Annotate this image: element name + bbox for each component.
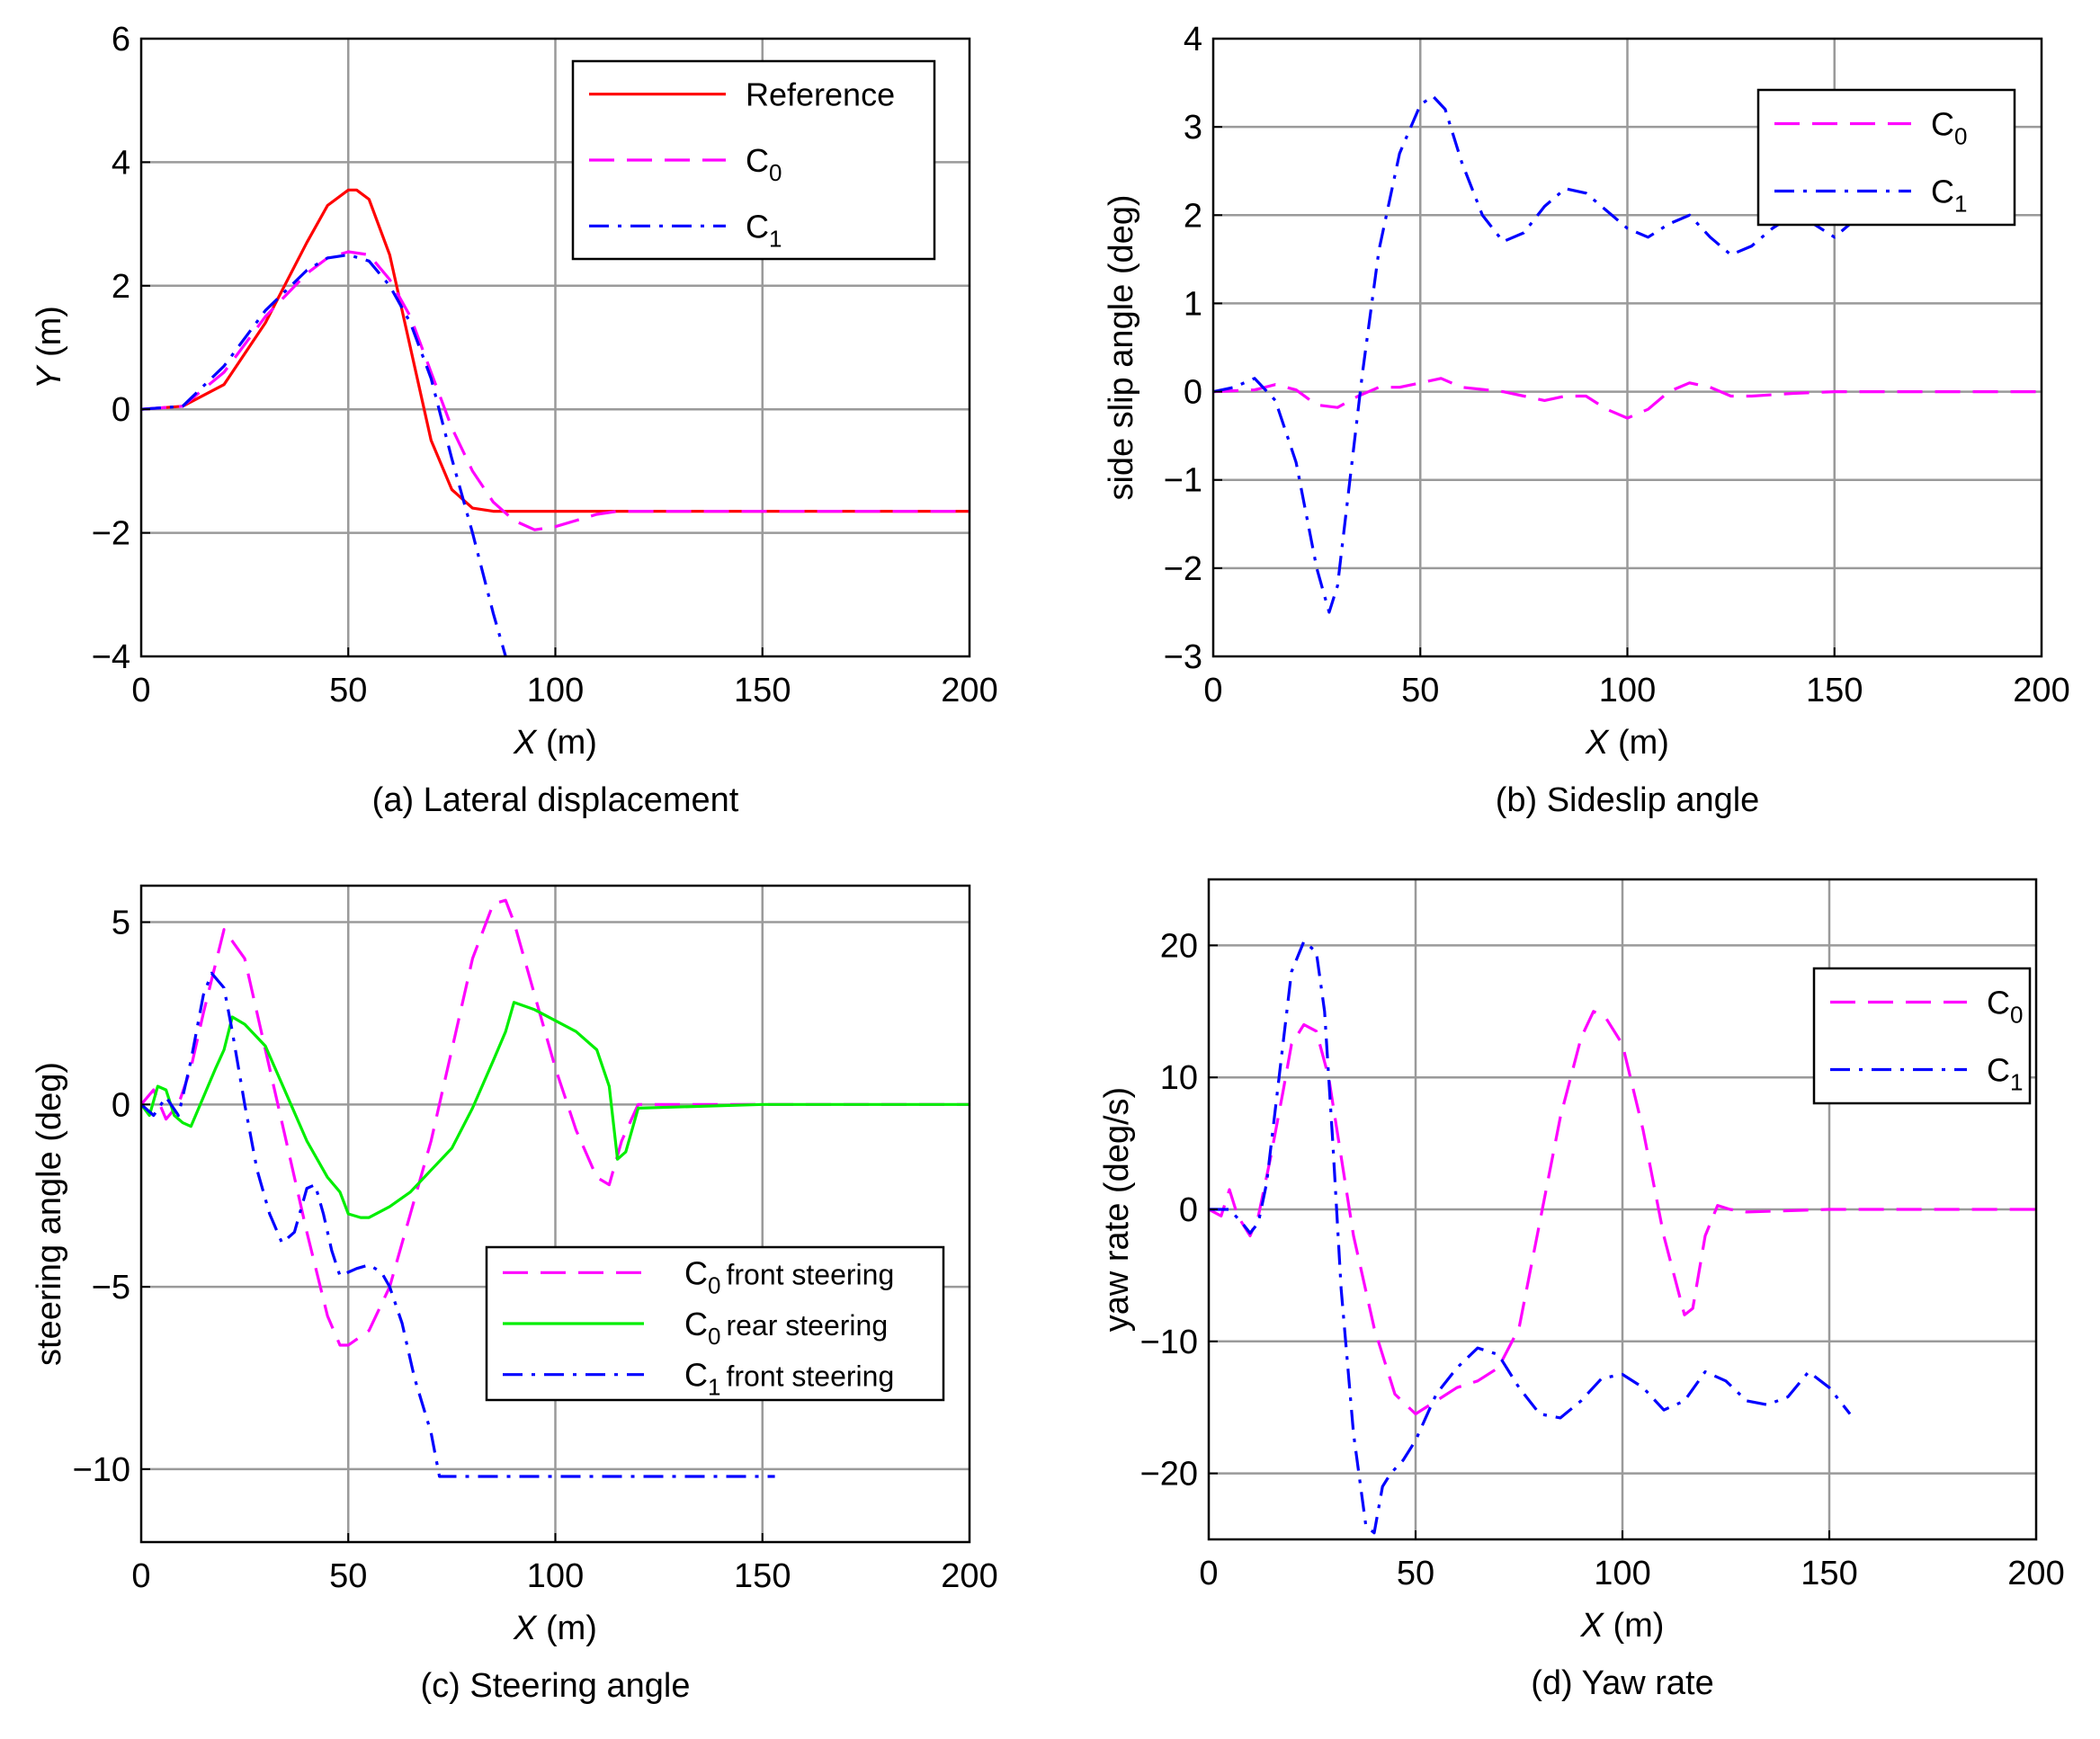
legend-box [1756,88,2016,227]
y-tick-label: 2 [1184,197,1202,235]
x-tick-label: 50 [1401,672,1439,709]
chart-panel-c: 0 50 100 150 200 −10 −5 0 5 X (m) steering angle (… [31,884,998,1705]
x-tick-label: 100 [527,672,584,709]
legend-b: C0 C1 [1756,88,2016,227]
y-tick-label: 0 [112,391,130,429]
x-tick-label: 50 [329,672,367,709]
y-tick-label: −2 [92,515,130,553]
y-tick-label: 1 [1184,285,1202,323]
y-tick-label: 20 [1160,927,1198,965]
legend-label: C1 [1931,174,1967,218]
y-tick-label: 10 [1160,1059,1198,1097]
x-axis-label: X (m) [1580,1607,1665,1645]
y-tick-label: −20 [1140,1456,1198,1494]
panel-caption: (a) Lateral displacement [372,781,739,819]
x-axis-label: X (m) [513,1610,597,1647]
y-tick-label: −3 [1164,638,1202,676]
x-tick-label: 200 [941,672,997,709]
series-line-b-1 [1213,94,1856,614]
y-tick-label: 0 [112,1086,130,1124]
x-tick-label: 150 [1801,1555,1857,1592]
y-tick-label: −10 [1140,1324,1198,1361]
x-tick-label: 0 [131,1557,150,1595]
y-tick-label: 4 [112,144,130,182]
legend-label: Reference [746,76,895,113]
y-tick-label: −4 [92,638,130,676]
x-tick-label: 50 [329,1557,367,1595]
legend-label: C0 front steering [684,1254,894,1298]
x-tick-label: 100 [1599,672,1656,709]
legend-label: C1 [746,208,782,252]
series-line-b-0 [1213,377,2042,420]
legend-label: C0 rear steering [684,1306,888,1350]
series-line-c-2 [141,971,775,1478]
x-tick-label: 0 [1199,1555,1218,1592]
y-tick-label: 5 [112,905,130,942]
x-tick-label: 0 [131,672,150,709]
y-tick-label: 4 [1184,21,1202,58]
y-tick-label: 6 [112,21,130,58]
series-line-d-0 [1209,1010,2036,1416]
x-tick-label: 150 [1806,672,1863,709]
panel-caption: (d) Yaw rate [1531,1664,1713,1702]
y-tick-label: −2 [1164,550,1202,588]
y-tick-label: −10 [73,1451,130,1489]
y-tick-label: 2 [112,268,130,306]
y-tick-label: 3 [1184,109,1202,147]
legend-a: Reference C0 C1 [571,59,936,261]
legend-c: C0 front steering C0 rear steering C1 front s… [485,1245,945,1402]
y-tick-label: −1 [1164,462,1202,500]
panel-caption: (b) Sideslip angle [1496,781,1760,819]
chart-panel-a: 0 50 100 150 200 −4 −2 0 2 4 6 X (m) Y (m) (a) Latera… [31,21,998,819]
legend-label: C0 [1987,985,2023,1029]
legend-d: C0 C1 [1812,967,2032,1105]
y-axis-label: Y (m) [31,306,68,389]
x-tick-label: 100 [527,1557,584,1595]
y-axis-label: yaw rate (deg/s) [1098,1087,1136,1332]
x-tick-label: 0 [1203,672,1222,709]
y-tick-label: −5 [92,1269,130,1306]
legend-label: C0 [746,142,782,186]
series-line-c-1 [141,1001,970,1219]
x-tick-label: 50 [1397,1555,1434,1592]
chart-panel-b: 0 50 100 150 200 −3 −2 −1 0 1 2 3 4 X (m) side slip an… [1103,21,2070,819]
x-axis-label: X (m) [513,724,597,762]
y-tick-label: 0 [1179,1191,1198,1229]
chart-panel-d: 0 50 100 150 200 −20 −10 0 10 20 X (m) yaw rate (de… [1098,878,2065,1702]
x-tick-label: 100 [1594,1555,1650,1592]
x-tick-label: 200 [2013,672,2069,709]
x-axis-label: X (m) [1585,724,1669,762]
series-line-a-2 [141,253,507,656]
x-tick-label: 200 [2007,1555,2064,1592]
legend-box [1812,967,2032,1105]
legend-label: C1 front steering [684,1357,894,1401]
legend-label: C1 [1987,1052,2023,1096]
y-axis-label: side slip angle (deg) [1103,194,1140,500]
panel-caption: (c) Steering angle [421,1667,691,1705]
series-line-c-0 [141,898,970,1347]
x-tick-label: 150 [734,1557,791,1595]
x-tick-label: 200 [941,1557,997,1595]
y-axis-label: steering angle (deg) [31,1062,68,1366]
y-tick-label: 0 [1184,374,1202,412]
series-line-a-1 [141,250,970,531]
x-tick-label: 150 [734,672,791,709]
legend-label: C0 [1931,106,1967,150]
